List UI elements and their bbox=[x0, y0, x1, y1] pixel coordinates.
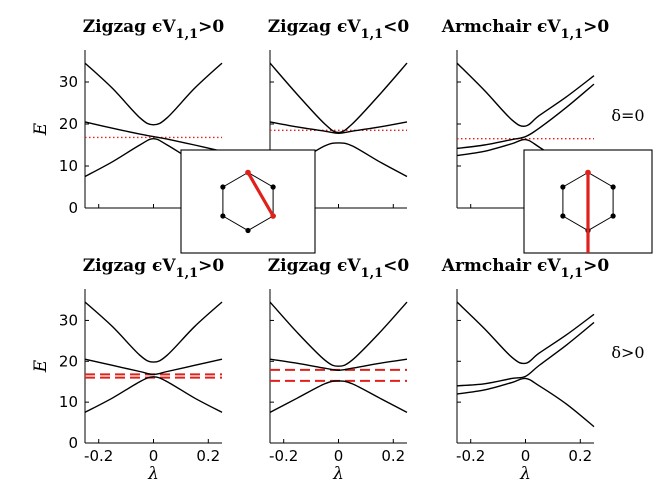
x-tick-label: -0.2 bbox=[84, 447, 113, 465]
panel-title-relation: >0 bbox=[583, 256, 609, 276]
band-curve-1 bbox=[269, 358, 408, 371]
band-curve-0 bbox=[269, 301, 408, 367]
panel-title-relation: >0 bbox=[198, 17, 224, 37]
band-curve-1 bbox=[456, 83, 595, 150]
y-tick-label: 20 bbox=[59, 352, 78, 370]
y-tick-label: 30 bbox=[59, 73, 78, 91]
panel-title-subscript: 1,1 bbox=[176, 266, 199, 281]
y-tick-label: 0 bbox=[68, 434, 78, 452]
panel-title-v: V bbox=[161, 17, 176, 37]
panel-title-symbol: ϵ bbox=[152, 17, 162, 37]
panel-title-text: Armchair bbox=[441, 17, 537, 37]
band-curve-2 bbox=[269, 380, 408, 413]
band-curve-0 bbox=[456, 62, 595, 127]
x-axis-label: λ bbox=[332, 464, 344, 484]
panel-title-text: Zigzag bbox=[83, 256, 152, 276]
x-tick-label: -0.2 bbox=[456, 447, 485, 465]
panel-title: Armchair ϵV1,1>0 bbox=[441, 256, 610, 281]
panel-title-text: Zigzag bbox=[83, 17, 152, 37]
panel-title-relation: >0 bbox=[198, 256, 224, 276]
band-curve-2 bbox=[84, 376, 223, 413]
y-tick-label: 10 bbox=[59, 393, 78, 411]
band-curve-0 bbox=[456, 301, 595, 365]
bond-end-dot bbox=[585, 169, 591, 176]
y-tick-label: 10 bbox=[59, 157, 78, 175]
band-curve-1 bbox=[84, 121, 223, 152]
delta-annotation: δ>0 bbox=[611, 343, 644, 362]
band-curve-1 bbox=[269, 121, 408, 134]
lattice-site-dot bbox=[245, 227, 251, 234]
x-axis-label: λ bbox=[519, 464, 531, 484]
x-tick-label: 0 bbox=[521, 447, 531, 465]
band-curve-0 bbox=[269, 62, 408, 134]
panel-title-symbol: ϵ bbox=[337, 256, 347, 276]
lattice-site-dot bbox=[220, 184, 226, 190]
x-tick-label: 0.2 bbox=[568, 447, 592, 465]
panel-bottom-1: Zigzag ϵV1,1<0 -0.2 0 0.2 λ bbox=[268, 256, 410, 484]
band-curve-0 bbox=[84, 301, 223, 363]
delta-annotation: δ=0 bbox=[611, 106, 644, 125]
bond-end-dot bbox=[245, 169, 251, 176]
x-tick-label: 0.2 bbox=[196, 447, 220, 465]
panel-title-v: V bbox=[161, 256, 176, 276]
panel-title-symbol: ϵ bbox=[337, 17, 347, 37]
panel-title: Zigzag ϵV1,1<0 bbox=[268, 256, 410, 281]
y-tick-label: 0 bbox=[68, 199, 78, 217]
x-tick-label: 0 bbox=[149, 447, 159, 465]
band-curve-0 bbox=[84, 62, 223, 126]
panel-title-symbol: ϵ bbox=[152, 256, 162, 276]
panel-title-v: V bbox=[546, 17, 561, 37]
x-tick-label: 0 bbox=[334, 447, 344, 465]
bond-end-dot bbox=[270, 213, 276, 219]
y-axis-label: E bbox=[31, 122, 51, 136]
inset-frame bbox=[180, 149, 316, 254]
panel-title-relation: >0 bbox=[583, 17, 609, 37]
lattice-site-dot bbox=[560, 213, 566, 219]
panel-title-text: Zigzag bbox=[268, 17, 337, 37]
panel-title-subscript: 1,1 bbox=[561, 27, 584, 42]
inset-zigzag bbox=[180, 149, 316, 254]
panel-title-subscript: 1,1 bbox=[361, 266, 384, 281]
x-tick-label: 0.2 bbox=[381, 447, 405, 465]
lattice-site-dot bbox=[220, 213, 226, 219]
panel-bottom-2: Armchair ϵV1,1>0 -0.2 0 0.2 λ δ>0 bbox=[441, 256, 645, 484]
panel-title-subscript: 1,1 bbox=[176, 27, 199, 42]
panel-title-relation: <0 bbox=[383, 17, 409, 37]
y-axis-label: E bbox=[31, 359, 51, 373]
band-curve-2 bbox=[456, 377, 595, 428]
y-tick-label: 20 bbox=[59, 115, 78, 133]
lattice-site-dot bbox=[610, 184, 616, 190]
band-curve-1 bbox=[84, 358, 223, 376]
panel-title-v: V bbox=[346, 17, 361, 37]
panel-title-text: Zigzag bbox=[268, 256, 337, 276]
lattice-site-dot bbox=[560, 184, 566, 190]
panel-title-relation: <0 bbox=[383, 256, 409, 276]
y-tick-label: 30 bbox=[59, 311, 78, 329]
panel-title-symbol: ϵ bbox=[537, 256, 547, 276]
panel-title-symbol: ϵ bbox=[537, 17, 547, 37]
panel-title: Zigzag ϵV1,1<0 bbox=[268, 17, 410, 42]
x-tick-label: -0.2 bbox=[269, 447, 298, 465]
inset-armchair bbox=[523, 149, 653, 254]
x-axis-label: λ bbox=[147, 464, 159, 484]
hopping-bond bbox=[246, 171, 275, 217]
panel-title-v: V bbox=[546, 256, 561, 276]
panel-title-text: Armchair bbox=[441, 256, 537, 276]
panel-bottom-0: Zigzag ϵV1,1>0 0 10 20 30 -0.2 0 0.2 Eλ bbox=[31, 256, 224, 484]
lattice-site-dot bbox=[610, 213, 616, 219]
band-curve-1 bbox=[456, 321, 595, 387]
panel-title: Zigzag ϵV1,1>0 bbox=[83, 17, 225, 42]
panel-title: Armchair ϵV1,1>0 bbox=[441, 17, 610, 42]
panel-title-subscript: 1,1 bbox=[361, 27, 384, 42]
panel-title-subscript: 1,1 bbox=[561, 266, 584, 281]
panel-title-v: V bbox=[346, 256, 361, 276]
panel-title: Zigzag ϵV1,1>0 bbox=[83, 256, 225, 281]
lattice-site-dot bbox=[270, 184, 276, 190]
